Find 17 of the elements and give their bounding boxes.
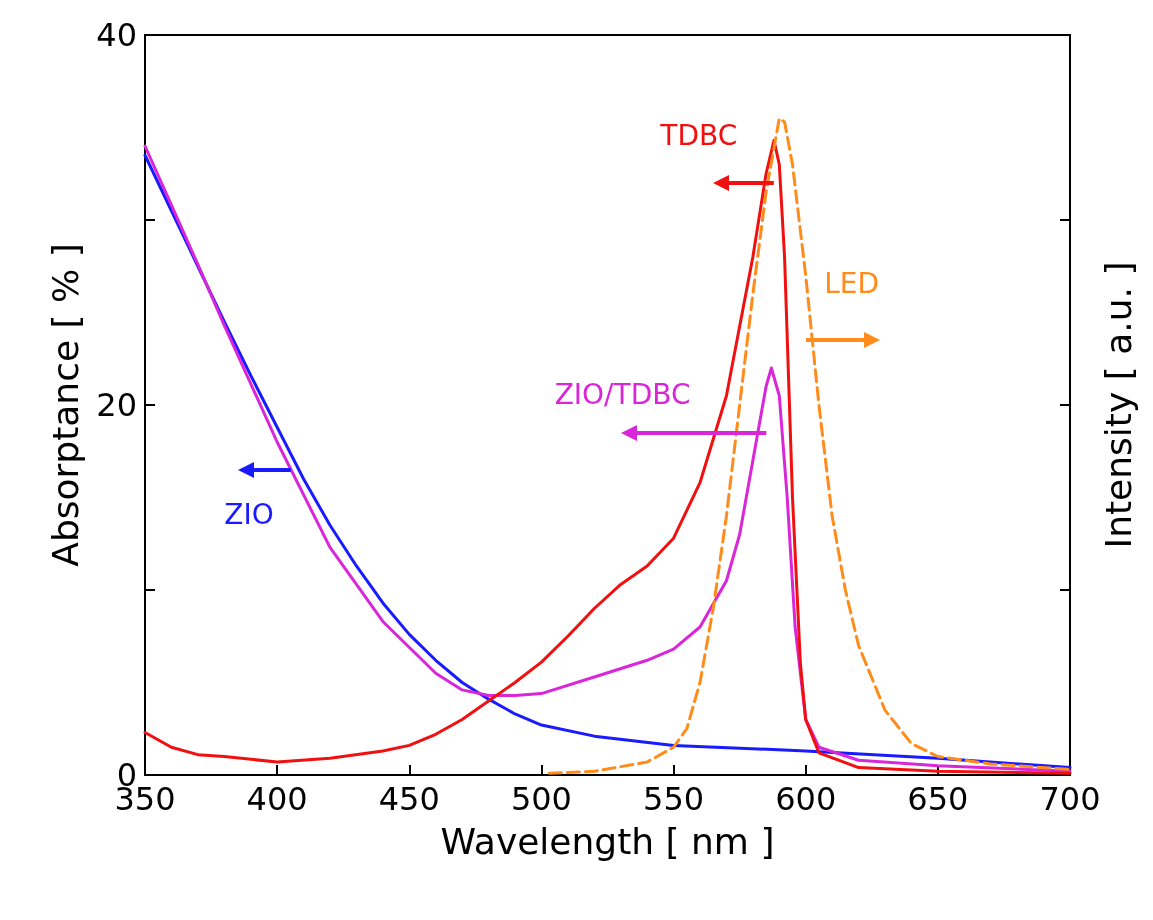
line-series (547, 116, 1072, 775)
x-tick-label: 700 (1039, 780, 1101, 818)
x-tick-label: 650 (907, 780, 969, 818)
x-axis-title: Wavelength [ nm ] (440, 820, 775, 862)
x-tick-label: 500 (510, 780, 572, 818)
y-tick-label: 40 (96, 16, 137, 54)
legend-label: ZIO (224, 498, 274, 531)
series-label: TDBC (660, 118, 738, 152)
series-label: LED (824, 266, 880, 300)
x-tick-label: 550 (643, 780, 705, 818)
text: ZIO/TDBC (554, 377, 691, 411)
x-tick-label: 400 (246, 780, 308, 818)
y-tick-label: 20 (96, 386, 137, 424)
y2-axis-title: Intensity [ a.u. ] (1097, 261, 1139, 549)
y-axis-title: Absorptance [ % ] (44, 243, 86, 567)
x-tick-label: 600 (775, 780, 837, 818)
x-tick-label: 450 (378, 780, 440, 818)
